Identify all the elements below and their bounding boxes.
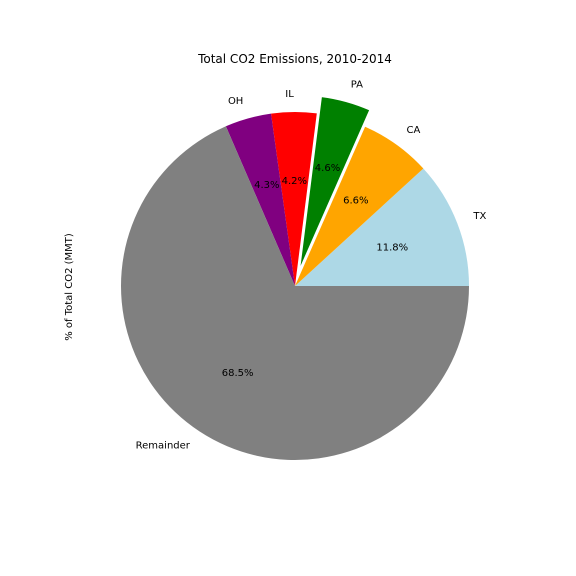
pie-slices [121, 96, 469, 460]
pct-label-ca: 6.6% [343, 196, 368, 207]
pie-labels: TX 11.8% CA 6.6% PA 4.6% IL 4.2% OH 4.3% Remainder… [136, 79, 487, 451]
pie-slice-ca [295, 126, 424, 286]
pct-label-il: 4.2% [282, 176, 307, 187]
slice-label-pa: PA [351, 79, 363, 90]
slice-label-tx: TX [472, 211, 486, 222]
chart-title: Total CO2 Emissions, 2010-2014 [197, 52, 392, 66]
pie-slice-oh [225, 113, 295, 286]
y-axis-label: % of Total CO2 (MMT) [64, 233, 75, 341]
pct-label-tx: 11.8% [376, 243, 408, 254]
pie-slice-il [271, 112, 317, 286]
slice-label-il: IL [285, 89, 294, 100]
pie-slice-remainder [121, 126, 469, 460]
pct-label-oh: 4.3% [254, 180, 279, 191]
pct-label-remainder: 68.5% [222, 368, 254, 379]
slice-label-ca: CA [407, 125, 421, 136]
pie-slice-pa [299, 96, 371, 270]
pie-slice-tx [295, 168, 469, 286]
slice-label-oh: OH [228, 96, 243, 107]
pct-label-pa: 4.6% [315, 163, 340, 174]
slice-label-remainder: Remainder [136, 440, 191, 451]
